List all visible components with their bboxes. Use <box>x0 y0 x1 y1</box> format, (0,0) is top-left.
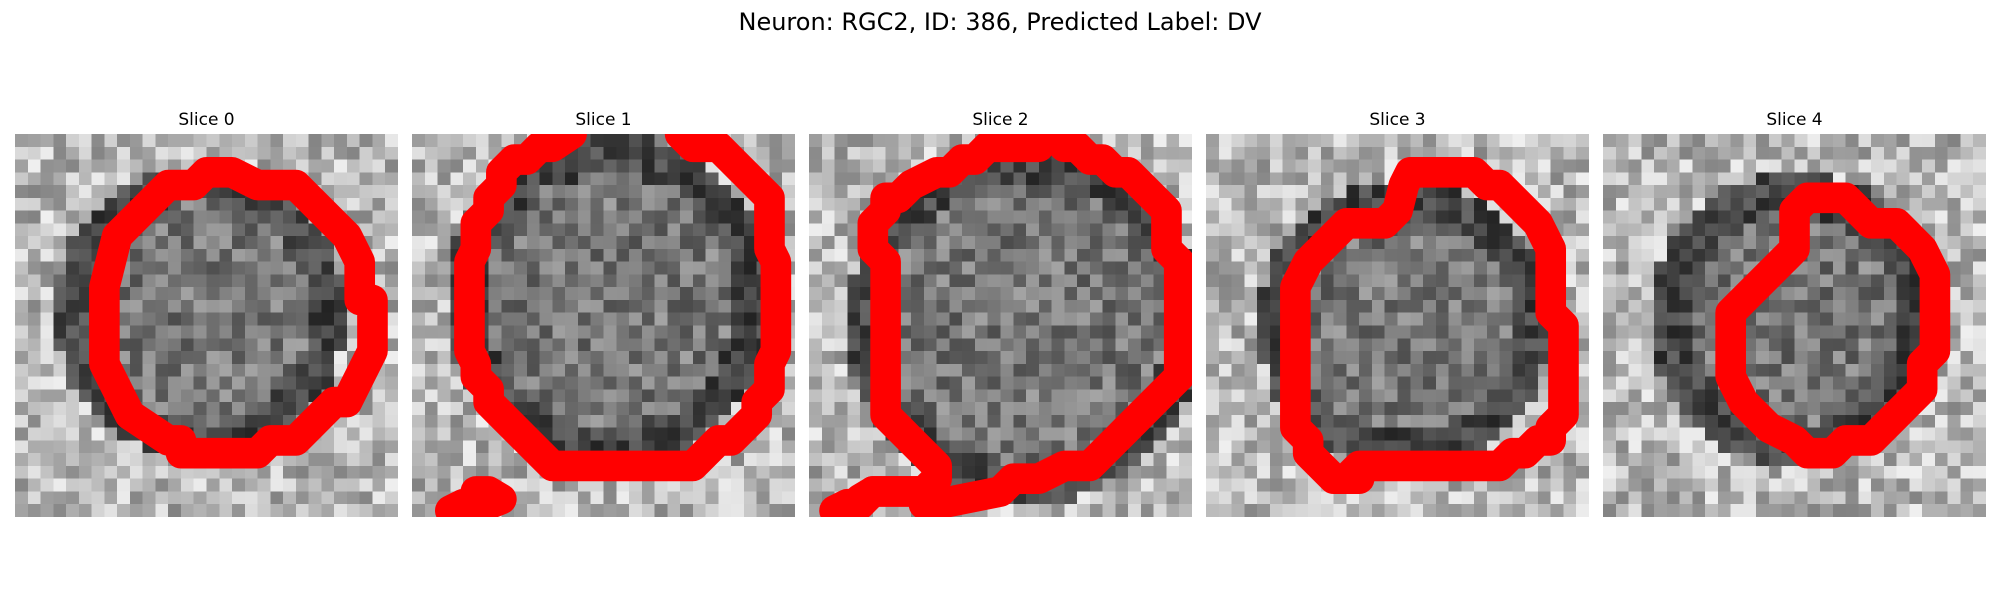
slice-title-4: Slice 4 <box>1766 110 1823 130</box>
slice-title-2: Slice 2 <box>972 110 1029 130</box>
contour-line-0 <box>89 156 388 469</box>
slice-title-0: Slice 0 <box>178 110 235 130</box>
slice-title-1: Slice 1 <box>575 110 632 130</box>
contour-line-1 <box>454 134 792 482</box>
contour-line-1c <box>460 476 517 517</box>
contour-outline-1 <box>434 134 792 517</box>
contour-line-4 <box>1715 182 1951 469</box>
figure-title: Neuron: RGC2, ID: 386, Predicted Label: … <box>738 8 1262 36</box>
contour-outline-2 <box>819 134 1192 517</box>
contour-outline-0 <box>89 156 388 469</box>
contour-outline-3 <box>1280 156 1579 495</box>
slice-title-3: Slice 3 <box>1369 110 1426 130</box>
contour-line-2b <box>844 134 1192 517</box>
contour-line-3 <box>1280 156 1579 495</box>
contour-outline-4 <box>1715 182 1951 469</box>
slice-panel-1: Slice 1 <box>412 110 795 520</box>
slice-panel-4: Slice 4 <box>1603 110 1986 520</box>
slice-panel-2: Slice 2 <box>809 110 1192 520</box>
slice-panel-3: Slice 3 <box>1206 110 1589 520</box>
slice-panel-0: Slice 0 <box>15 110 398 520</box>
contour-line-2 <box>819 134 1061 517</box>
